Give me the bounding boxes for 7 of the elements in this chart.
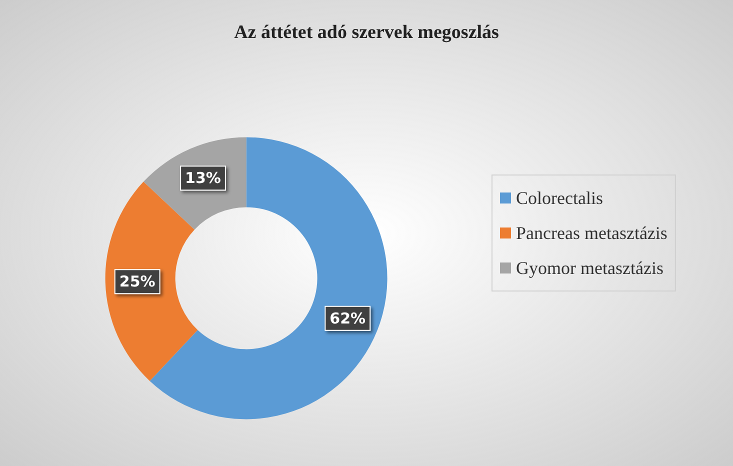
data-label: 25% <box>119 272 156 291</box>
legend-label: Pancreas metasztázis <box>516 223 668 243</box>
data-label: 62% <box>330 309 366 328</box>
legend-label: Gyomor metasztázis <box>516 258 664 278</box>
legend-label: Colorectalis <box>516 188 603 208</box>
data-label: 13% <box>185 169 221 188</box>
chart-title: Az áttétet adó szervek megoszlás <box>234 22 499 43</box>
